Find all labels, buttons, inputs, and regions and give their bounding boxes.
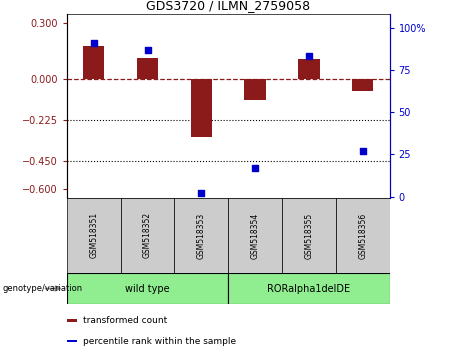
Bar: [83, 46, 105, 79]
Text: percentile rank within the sample: percentile rank within the sample: [83, 337, 236, 346]
Text: GSM518353: GSM518353: [197, 212, 206, 258]
Text: wild type: wild type: [125, 284, 170, 293]
Bar: [174, 198, 228, 273]
Point: [251, 165, 259, 171]
Bar: [67, 319, 77, 322]
Bar: [244, 79, 266, 100]
Text: GSM518355: GSM518355: [304, 212, 313, 258]
Bar: [228, 198, 282, 273]
Text: GSM518351: GSM518351: [89, 212, 98, 258]
Text: GSM518352: GSM518352: [143, 212, 152, 258]
Bar: [121, 198, 174, 273]
Text: RORalpha1delDE: RORalpha1delDE: [267, 284, 350, 293]
Bar: [137, 58, 158, 79]
Bar: [190, 79, 212, 137]
Point: [198, 190, 205, 196]
Text: genotype/variation: genotype/variation: [2, 284, 83, 293]
Point: [90, 40, 97, 46]
Bar: [282, 198, 336, 273]
Bar: [336, 198, 390, 273]
Bar: [67, 273, 228, 304]
Text: transformed count: transformed count: [83, 316, 167, 325]
Point: [305, 53, 313, 59]
Bar: [67, 340, 77, 343]
Point: [359, 148, 366, 154]
Title: GDS3720 / ILMN_2759058: GDS3720 / ILMN_2759058: [146, 0, 310, 12]
Bar: [352, 79, 373, 91]
Text: GSM518354: GSM518354: [251, 212, 260, 258]
Bar: [228, 273, 390, 304]
Bar: [67, 198, 121, 273]
Point: [144, 47, 151, 52]
Text: GSM518356: GSM518356: [358, 212, 367, 258]
Bar: [298, 59, 319, 79]
